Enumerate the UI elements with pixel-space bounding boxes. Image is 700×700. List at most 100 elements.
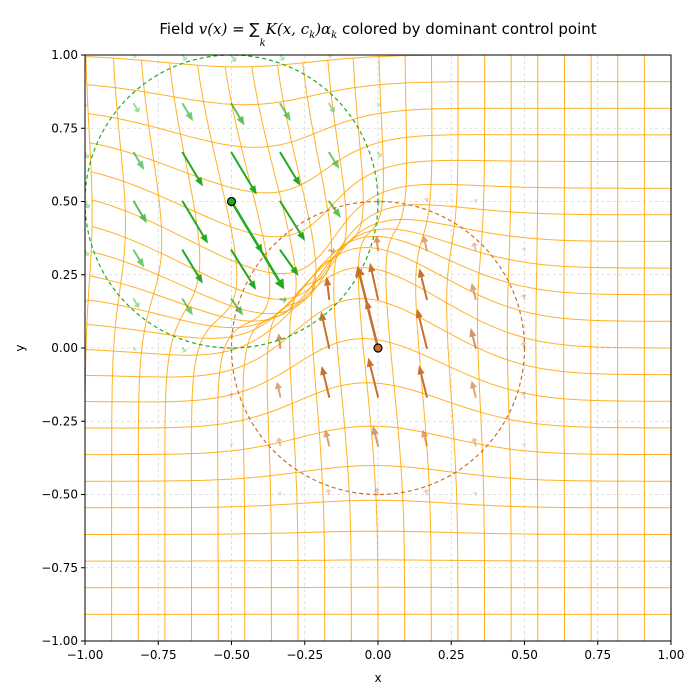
quiver-arrow-8-9 (471, 198, 479, 203)
quiver-arrow-5-4 (323, 429, 331, 447)
warp-line-v-0 (85, 56, 93, 641)
y-tick-label-2: −0.50 (41, 488, 78, 502)
quiver-arrow-7-4 (421, 429, 429, 447)
x-tick-label-2: −0.50 (213, 648, 250, 662)
warp-line-h-4 (85, 530, 671, 535)
quiver-arrow-1-7 (132, 298, 140, 308)
quiver-arrow-8-7 (469, 283, 477, 301)
warp-line-v-15 (476, 55, 486, 641)
x-tick-label-1: −0.75 (140, 648, 177, 662)
quiver-arrow-1-10 (132, 151, 145, 171)
y-tick-label-0: −1.00 (41, 634, 78, 648)
quiver-arrow-2-7 (181, 298, 193, 316)
warp-line-v-1 (111, 58, 127, 641)
alpha-arrow-1 (355, 265, 380, 349)
control-point-0 (226, 196, 237, 207)
quiver-arrow-2-8 (181, 249, 203, 284)
warp-line-h-19 (89, 134, 671, 194)
quiver-arrow-3-11 (230, 102, 245, 126)
influence-circle-1 (230, 200, 526, 496)
y-tick-label-8: 1.00 (51, 48, 78, 62)
quiver-arrow-3-6 (230, 344, 235, 352)
quiver-arrow-6-5 (366, 357, 379, 398)
quiver-arrow-3-8 (230, 249, 257, 290)
x-tick-label-5: 0.25 (438, 648, 465, 662)
warp-line-v-18 (563, 55, 565, 641)
quiver-arrow-3-4 (227, 443, 235, 447)
quiver-arrow-9-5 (520, 391, 528, 398)
x-tick-label-8: 1.00 (658, 648, 685, 662)
quiver-arrow-3-10 (230, 151, 257, 195)
warp-line-h-6 (85, 464, 671, 482)
x-tick-label-7: 0.75 (584, 648, 611, 662)
quiver-arrow-4-3 (276, 491, 284, 496)
quiver-arrow-6-3 (373, 487, 381, 496)
quiver-arrow-4-11 (279, 102, 291, 122)
quiver-arrow-1-8 (132, 249, 145, 268)
quiver-arrow-6-10 (376, 151, 383, 158)
quiver-arrow-8-4 (471, 437, 479, 447)
warp-line-h-12 (86, 246, 671, 339)
quiver-arrow-5-8 (328, 247, 336, 255)
quiver-arrow-4-8 (279, 249, 299, 276)
quiver-arrow-4-7 (279, 296, 287, 304)
control-points (84, 54, 526, 496)
quiver-arrow-8-6 (469, 327, 477, 349)
warp-line-h-21 (86, 81, 671, 106)
quiver-arrow-5-3 (324, 489, 332, 496)
quiver-arrow-7-3 (422, 489, 430, 496)
quiver-arrow-7-8 (421, 235, 429, 252)
warp-line-v-5 (217, 66, 271, 641)
x-ticks: −1.00 −0.75 −0.50 −0.25 0.00 0.25 0.50 0.75 1.00 (67, 641, 685, 662)
x-tick-label-6: 0.50 (511, 648, 538, 662)
alpha-arrow-0 (230, 200, 285, 290)
warp-line-h-20 (88, 107, 671, 148)
quiver-arrow-6-7 (368, 262, 379, 301)
quiver-arrow-3-7 (230, 298, 244, 316)
quiver-arrow-5-11 (328, 102, 336, 113)
chart-title: Field v(x) = ∑kK(x, ck)αk colored by dom… (159, 20, 596, 49)
quiver-arrow-4-4 (275, 437, 283, 447)
quiver-arrow-9-4 (520, 442, 528, 447)
quiver-arrow-6-4 (371, 425, 379, 447)
x-tick-label-4: 0.00 (365, 648, 392, 662)
x-tick-label-3: −0.25 (286, 648, 323, 662)
quiver-arrow-4-5 (274, 381, 283, 398)
quiver-arrow-5-7 (324, 276, 332, 301)
quiver-arrow-9-6 (520, 341, 528, 349)
y-tick-label-5: 0.25 (51, 268, 78, 282)
influence-circle-0 (84, 54, 379, 349)
quiver-arrow-4-10 (279, 151, 301, 186)
warp-line-v-17 (535, 55, 539, 641)
control-point-1 (373, 343, 383, 353)
warp-line-v-6 (242, 66, 297, 641)
y-tick-label-7: 0.75 (51, 121, 78, 135)
quiver-arrow-4-6 (275, 333, 284, 349)
quiver-arrow-5-5 (320, 365, 331, 398)
warp-line-v-16 (506, 55, 512, 641)
quiver-arrow-5-9 (328, 200, 341, 218)
warp-line-h-22 (85, 55, 671, 68)
warp-line-v-12 (385, 55, 408, 641)
warp-line-v-8 (289, 62, 333, 641)
quiver-arrow-2-10 (181, 151, 203, 187)
quiver-arrow-3-12 (230, 55, 237, 63)
quiver-arrow-1-11 (132, 102, 140, 113)
quiver-arrows (85, 55, 528, 496)
y-axis-label: y (13, 344, 27, 351)
warp-line-v-13 (415, 55, 433, 641)
quiver-arrow-7-6 (415, 308, 428, 349)
warp-line-h-16 (91, 204, 671, 300)
quiver-arrow-7-5 (417, 365, 428, 398)
y-tick-label-3: −0.25 (41, 414, 78, 428)
y-tick-label-6: 0.50 (51, 195, 78, 209)
y-ticks: −1.00 −0.75 −0.50 −0.25 0.00 0.25 0.50 0.75 1.00 (41, 48, 85, 648)
quiver-arrow-7-7 (417, 268, 428, 301)
y-tick-label-1: −0.75 (41, 561, 78, 575)
quiver-arrow-2-11 (181, 102, 194, 122)
warp-line-h-14 (89, 228, 671, 322)
quiver-arrow-2-12 (181, 55, 188, 61)
quiver-arrow-6-11 (375, 102, 382, 108)
x-tick-label-0: −1.00 (67, 648, 104, 662)
